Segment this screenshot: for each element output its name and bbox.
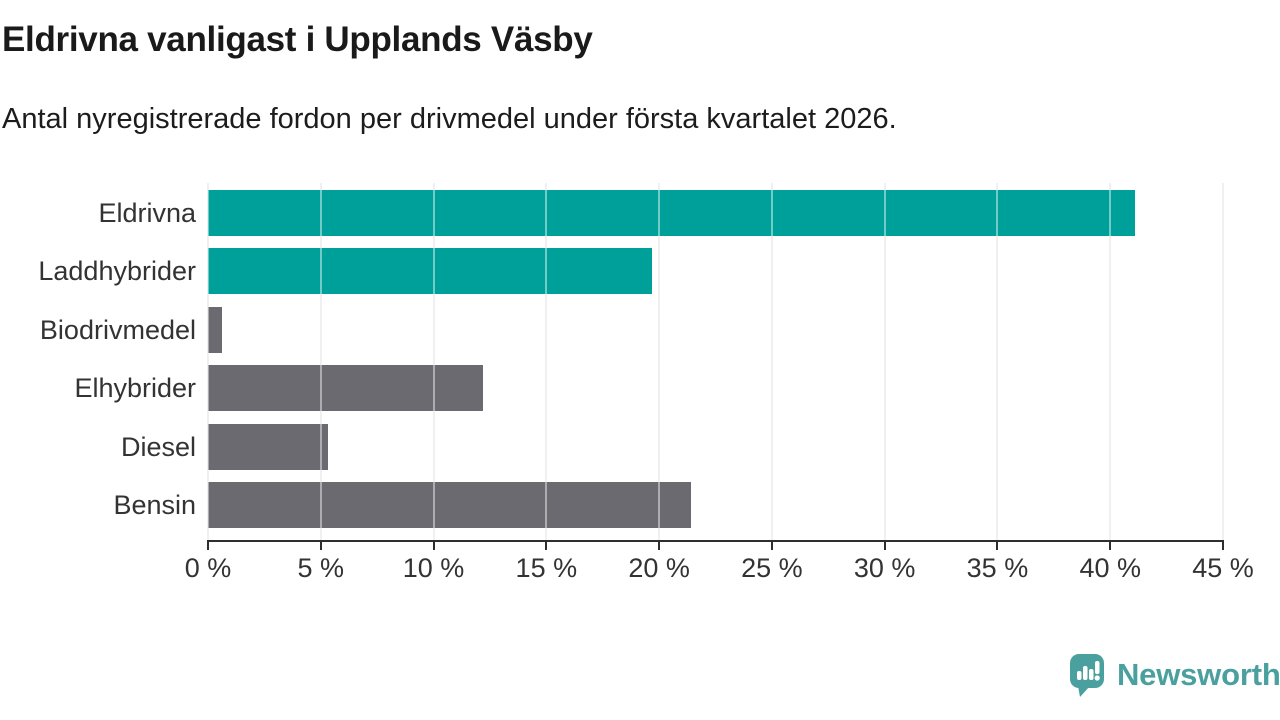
- gridline-overlay: [1109, 183, 1112, 540]
- gridline: [996, 183, 999, 540]
- chart-subtitle: Antal nyregistrerade fordon per drivmede…: [2, 103, 897, 135]
- x-tick: [883, 542, 886, 550]
- x-tick: [319, 542, 322, 550]
- chart-title: Eldrivna vanligast i Upplands Väsby: [2, 20, 593, 59]
- x-tick: [1222, 542, 1224, 550]
- x-tick: [996, 542, 999, 550]
- bar: [208, 423, 328, 470]
- x-tick-label: 20 %: [628, 553, 690, 583]
- x-tick: [207, 542, 209, 550]
- x-tick: [1109, 542, 1112, 550]
- bar: [208, 482, 691, 528]
- bar: [208, 190, 1136, 236]
- bar: [208, 365, 484, 412]
- gridline: [207, 183, 209, 540]
- gridline-overlay: [545, 183, 548, 540]
- x-tick-label: 0 %: [184, 553, 232, 583]
- x-tick-label: 35 %: [966, 553, 1029, 583]
- bar-label: Bensin: [113, 490, 196, 520]
- gridline: [658, 183, 661, 540]
- bar-label: Laddhybrider: [38, 256, 196, 287]
- bar-label: Eldrivna: [98, 198, 196, 228]
- x-tick-label: 30 %: [853, 553, 916, 583]
- x-axis-line: [207, 540, 1224, 542]
- gridline: [319, 183, 322, 540]
- gridline-overlay: [996, 183, 999, 540]
- bar-label: Biodrivmedel: [39, 314, 196, 345]
- x-tick: [658, 542, 661, 550]
- x-tick: [432, 542, 435, 550]
- bar-label: Elhybrider: [74, 373, 196, 404]
- bar: [208, 306, 222, 353]
- gridline: [432, 183, 435, 540]
- gridline-overlay: [207, 183, 209, 540]
- x-tick-label: 25 %: [741, 553, 803, 583]
- newsworthy-logo: Newsworthy: [1069, 652, 1280, 698]
- logo-text: Newsworthy: [1117, 657, 1280, 692]
- gridline-overlay: [770, 183, 773, 540]
- gridline: [545, 183, 548, 540]
- x-tick-label: 10 %: [402, 553, 465, 583]
- x-tick-label: 15 %: [515, 553, 578, 583]
- gridline: [1109, 183, 1112, 540]
- gridline-overlay: [883, 183, 886, 540]
- x-tick-label: 40 %: [1079, 553, 1141, 583]
- x-tick: [770, 542, 773, 550]
- bar: [208, 248, 653, 295]
- gridline: [883, 183, 886, 540]
- gridline: [1222, 183, 1224, 540]
- bar-label: Diesel: [120, 431, 196, 462]
- gridline-overlay: [658, 183, 661, 540]
- gridline: [770, 183, 773, 540]
- x-tick: [545, 542, 548, 550]
- x-tick-label: 5 %: [297, 553, 345, 583]
- x-tick-label: 45 %: [1192, 553, 1254, 583]
- gridline-overlay: [1222, 183, 1224, 540]
- newsworthy-speech-bubble-chart-icon: [1070, 654, 1104, 697]
- gridline-overlay: [319, 183, 322, 540]
- gridline-overlay: [432, 183, 435, 540]
